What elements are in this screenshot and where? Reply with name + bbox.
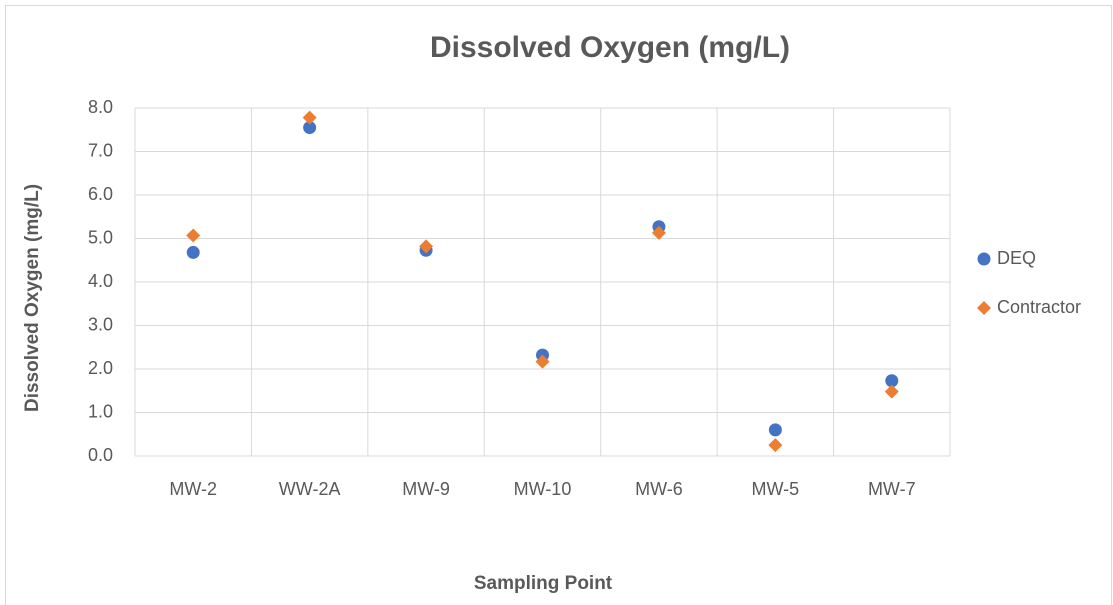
point	[885, 374, 899, 388]
x-tick-label: MW-5	[752, 479, 800, 499]
y-tick-label: 8.0	[88, 97, 113, 117]
x-tick-label: WW-2A	[279, 479, 341, 499]
point	[302, 110, 317, 125]
chart-border	[5, 5, 1112, 605]
x-tick-label: MW-7	[868, 479, 916, 499]
legend-label: Contractor	[997, 297, 1081, 317]
y-tick-label: 4.0	[88, 271, 113, 291]
chart-title: Dissolved Oxygen (mg/L)	[430, 31, 790, 64]
y-tick-label: 1.0	[88, 401, 113, 421]
y-tick-label: 6.0	[88, 184, 113, 204]
y-tick-label: 3.0	[88, 314, 113, 334]
point	[768, 423, 782, 437]
y-axis-label: Dissolved Oxygen (mg/L)	[22, 184, 43, 412]
point	[884, 384, 899, 399]
y-tick-label: 0.0	[88, 445, 113, 465]
point	[303, 121, 317, 135]
point	[186, 245, 200, 259]
point	[535, 354, 550, 369]
y-tick-label: 5.0	[88, 227, 113, 247]
x-tick-label: MW-10	[514, 479, 572, 499]
point	[977, 252, 991, 266]
y-tick-label: 7.0	[88, 140, 113, 160]
x-axis-label: Sampling Point	[474, 573, 613, 594]
y-tick-label: 2.0	[88, 358, 113, 378]
x-tick-label: MW-2	[169, 479, 217, 499]
point	[419, 239, 434, 254]
point	[651, 225, 666, 240]
point	[768, 438, 783, 453]
legend-label: DEQ	[997, 248, 1036, 268]
x-tick-label: MW-6	[635, 479, 683, 499]
x-tick-label: MW-9	[402, 479, 450, 499]
point	[186, 228, 201, 243]
point	[977, 301, 991, 315]
